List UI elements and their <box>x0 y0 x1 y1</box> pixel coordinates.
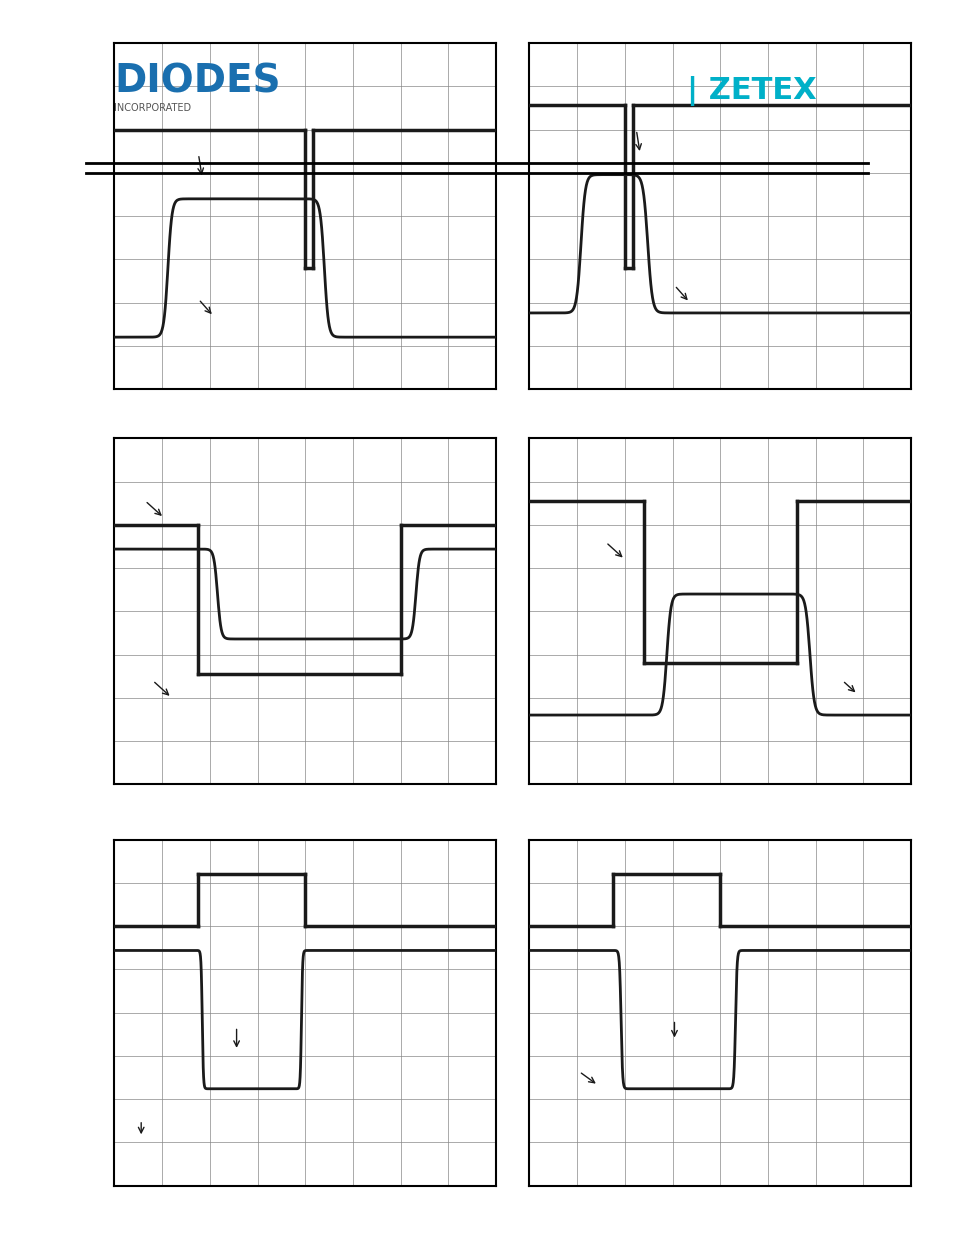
Text: DIODES: DIODES <box>114 63 281 100</box>
Text: INCORPORATED: INCORPORATED <box>114 104 192 114</box>
Text: | ZETEX: | ZETEX <box>686 75 816 106</box>
